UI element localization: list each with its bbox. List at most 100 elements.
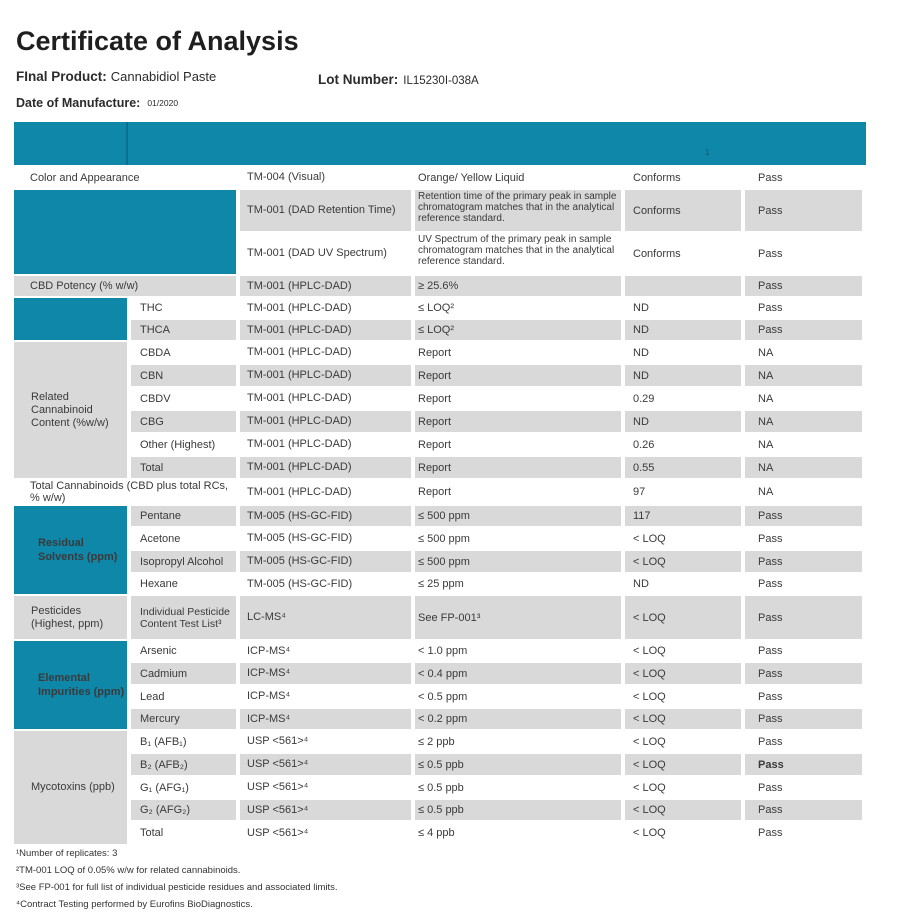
pass-status: Pass <box>745 528 866 551</box>
table-row: B₂ (AFB₂) USP <561>⁴ ≤ 0.5 ppb < LOQ Pass <box>14 754 866 777</box>
specification: ≤ 4 ppb <box>415 822 625 846</box>
table-row: Total Cannabinoids (CBD plus total RCs, … <box>14 480 866 506</box>
coa-table-body: Color and Appearance TM-004 (Visual) Orang… <box>14 167 866 846</box>
pass-status: Pass <box>745 663 866 686</box>
pass-status: Pass <box>745 276 866 298</box>
specification: Orange/ Yellow Liquid <box>415 167 625 190</box>
test-name: Hexane <box>131 574 240 596</box>
method: TM-001 (DAD UV Spectrum) <box>240 233 415 276</box>
specification: Report <box>415 434 625 457</box>
pass-status: Pass <box>745 822 866 846</box>
header-column-divider <box>126 122 128 165</box>
table-row: TM-001 (DAD Retention Time) Retention tim… <box>14 190 866 276</box>
method: TM-001 (HPLC-DAD) <box>240 276 415 298</box>
result: 0.55 <box>625 457 745 480</box>
method: USP <561>⁴ <box>240 754 415 777</box>
test-name: CBG <box>131 411 240 434</box>
method: USP <561>⁴ <box>240 777 415 800</box>
test-name: Total Cannabinoids (CBD plus total RCs, … <box>14 480 240 506</box>
table-row: Acetone TM-005 (HS-GC-FID) ≤ 500 ppm < LOQ P… <box>14 528 866 551</box>
pass-status: NA <box>745 342 866 365</box>
method: LC-MS⁴ <box>240 596 415 641</box>
table-row: TM-001 (DAD UV Spectrum) UV Spectrum of t… <box>14 233 866 276</box>
test-name: CBDA <box>131 342 240 365</box>
section-elemental-impurities: Elemental Impurities (ppm) <box>14 641 131 731</box>
pass-status: NA <box>745 411 866 434</box>
test-name: THC <box>131 298 240 320</box>
table-row: Lead ICP-MS⁴ < 0.5 ppm < LOQ Pass <box>14 686 866 709</box>
result <box>625 276 745 298</box>
method: TM-001 (HPLC-DAD) <box>240 342 415 365</box>
method: TM-001 (HPLC-DAD) <box>240 457 415 480</box>
table-row: Other (Highest) TM-001 (HPLC-DAD) Report 0.… <box>14 434 866 457</box>
table-row: THC TM-001 (HPLC-DAD) ≤ LOQ² ND Pass <box>14 298 866 342</box>
method: USP <561>⁴ <box>240 800 415 822</box>
specification: ≤ 500 ppm <box>415 528 625 551</box>
pass-status: Pass <box>745 167 866 190</box>
pass-status: Pass <box>745 506 866 528</box>
result: 0.29 <box>625 388 745 411</box>
method: TM-001 (HPLC-DAD) <box>240 298 415 320</box>
specification: ≥ 25.6% <box>415 276 625 298</box>
final-product-value: Cannabidiol Paste <box>110 69 217 84</box>
specification: Report <box>415 388 625 411</box>
coa-table: Color and Appearance TM-004 (Visual) Orang… <box>14 167 866 846</box>
method: TM-005 (HS-GC-FID) <box>240 528 415 551</box>
table-row: THCA TM-001 (HPLC-DAD) ≤ LOQ² ND Pass <box>14 320 866 342</box>
date-of-manufacture-line: Date of Manufacture: 01/2020 <box>16 94 178 112</box>
test-name: G₁ (AFG₁) <box>131 777 240 800</box>
table-row: G₂ (AFG₂) USP <561>⁴ ≤ 0.5 ppb < LOQ Pass <box>14 800 866 822</box>
specification: UV Spectrum of the primary peak in sampl… <box>415 233 625 276</box>
test-name: THCA <box>131 320 240 342</box>
result: < LOQ <box>625 822 745 846</box>
specification: < 1.0 ppm <box>415 641 625 663</box>
result: 117 <box>625 506 745 528</box>
pass-status: NA <box>745 388 866 411</box>
result: 0.26 <box>625 434 745 457</box>
method: TM-004 (Visual) <box>240 167 415 190</box>
pass-status: Pass <box>745 777 866 800</box>
method: ICP-MS⁴ <box>240 663 415 686</box>
table-row: Isopropyl Alcohol TM-005 (HS-GC-FID) ≤ 500… <box>14 551 866 574</box>
pass-status: Pass <box>745 641 866 663</box>
result: ND <box>625 365 745 388</box>
pass-status: Pass <box>745 596 866 641</box>
table-row: Total USP <561>⁴ ≤ 4 ppb < LOQ Pass <box>14 822 866 846</box>
result: < LOQ <box>625 641 745 663</box>
footnote-4: ⁴Contract Testing performed by Eurofins … <box>16 899 253 910</box>
pass-status: Pass <box>745 298 866 320</box>
pass-status: Pass <box>745 731 866 754</box>
result: ND <box>625 298 745 320</box>
final-product-line: FInal Product: Cannabidiol Paste <box>16 68 216 86</box>
specification: ≤ LOQ² <box>415 320 625 342</box>
pass-status: NA <box>745 365 866 388</box>
test-name: Other (Highest) <box>131 434 240 457</box>
final-product-label: FInal Product: <box>16 69 107 84</box>
specification: < 0.2 ppm <box>415 709 625 731</box>
result: ND <box>625 342 745 365</box>
test-name: CBN <box>131 365 240 388</box>
pass-status: Pass <box>745 190 866 233</box>
method: TM-001 (HPLC-DAD) <box>240 480 415 506</box>
test-name: Acetone <box>131 528 240 551</box>
method: ICP-MS⁴ <box>240 641 415 663</box>
specification: Report <box>415 480 625 506</box>
footnotes: ¹Number of replicates: 3 ²TM-001 LOQ of … <box>16 845 338 913</box>
pass-status: NA <box>745 434 866 457</box>
specification: See FP-001³ <box>415 596 625 641</box>
specification: Report <box>415 365 625 388</box>
table-row: Pesticides (Highest, ppm) Individual Pest… <box>14 596 866 641</box>
table-row: Color and Appearance TM-004 (Visual) Orang… <box>14 167 866 190</box>
section-residual-solvents: Residual Solvents (ppm) <box>14 506 131 596</box>
table-row: CBDV TM-001 (HPLC-DAD) Report 0.29 NA <box>14 388 866 411</box>
test-name: CBD Potency (% w/w) <box>14 276 240 298</box>
method: ICP-MS⁴ <box>240 686 415 709</box>
table-row: CBD Potency (% w/w) TM-001 (HPLC-DAD) ≥ 25… <box>14 276 866 298</box>
section-thc <box>14 298 131 342</box>
date-of-manufacture-value: 01/2020 <box>147 98 179 108</box>
header-footnote-marker: 1 <box>705 148 710 157</box>
method: ICP-MS⁴ <box>240 709 415 731</box>
specification: Report <box>415 411 625 434</box>
specification: Retention time of the primary peak in sa… <box>415 190 625 233</box>
